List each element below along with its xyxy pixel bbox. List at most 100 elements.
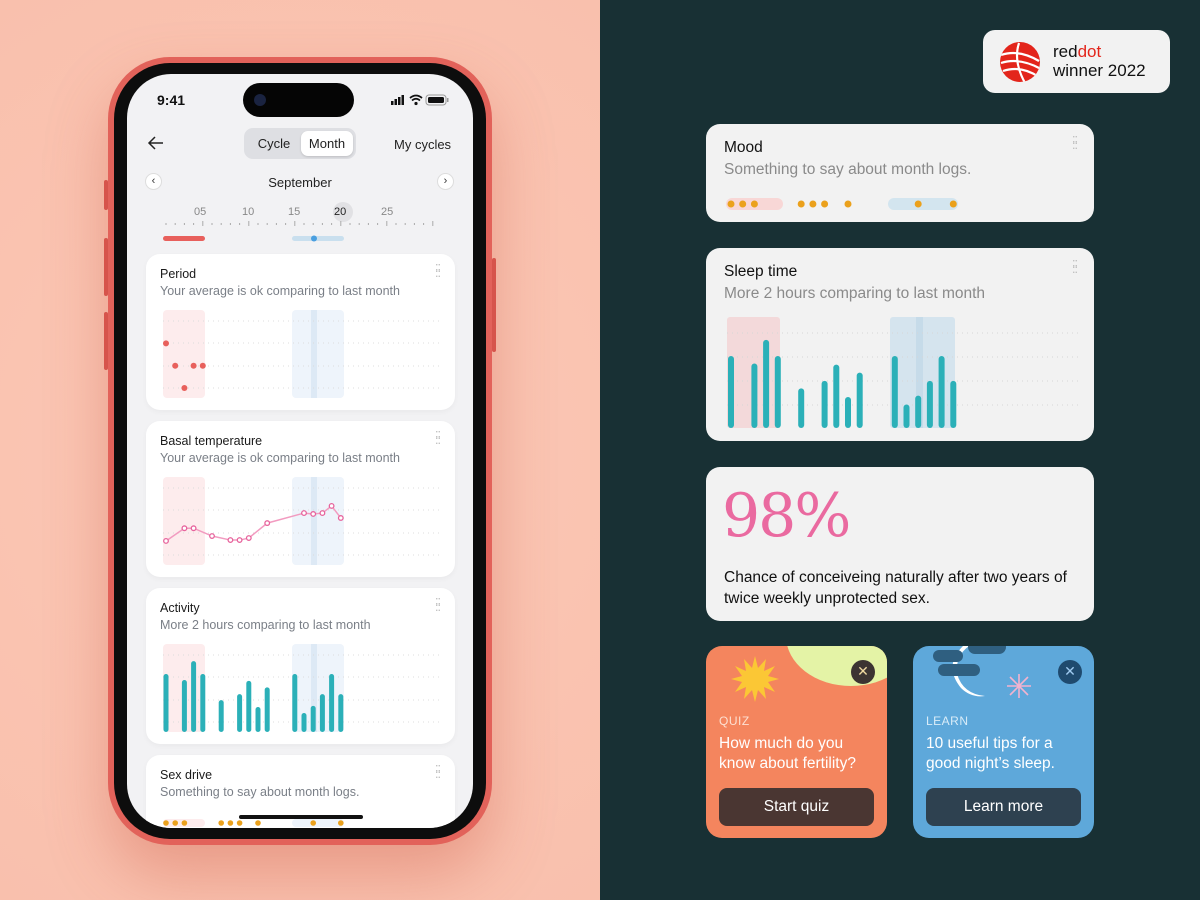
timeline-tick (321, 223, 323, 225)
period-point (172, 362, 179, 369)
temperature-point (236, 537, 243, 544)
activity-bar (338, 694, 344, 732)
timeline-tick (239, 223, 241, 225)
activity-bar (246, 680, 252, 732)
my-cycles-link[interactable]: My cycles (394, 137, 452, 152)
activity-bar (200, 674, 206, 732)
drag-handle-icon[interactable]: ⁚⁚ ⁚⁚ (1072, 259, 1078, 276)
drag-handle-icon[interactable]: ⁚⁚ ⁚⁚ (435, 597, 441, 614)
ovulation-stripe (916, 317, 923, 428)
timeline-tick (202, 221, 204, 226)
fertile-shade (292, 644, 344, 732)
activity-bar (191, 661, 197, 732)
card-subtitle: More 2 hours comparing to last month (160, 618, 371, 632)
sleep-bar (915, 395, 922, 428)
temperature-point (264, 520, 271, 527)
timeline-tick (331, 223, 333, 225)
back-arrow-icon[interactable] (147, 135, 165, 151)
drag-handle-icon[interactable]: ⁚⁚ ⁚⁚ (1072, 135, 1078, 152)
wifi-icon (409, 94, 423, 106)
sex-drive-point (181, 820, 188, 826)
mood-point (739, 200, 747, 208)
activity-card[interactable]: Activity More 2 hours comparing to last … (146, 588, 455, 744)
drag-handle-icon[interactable]: ⁚⁚ ⁚⁚ (435, 430, 441, 447)
sleep-bar (821, 380, 828, 428)
moon-clouds-illustration (933, 646, 1006, 697)
temperature-point (328, 502, 335, 509)
activity-bar (319, 694, 325, 732)
fertile-shade (888, 198, 958, 210)
period-point (163, 340, 169, 347)
ovulation-stripe (311, 644, 317, 732)
phone-power-button (492, 258, 496, 352)
sleep-bar (751, 363, 758, 428)
mood-point (844, 200, 852, 208)
timeline-tick (303, 223, 305, 225)
period-card[interactable]: Period Your average is ok comparing to l… (146, 254, 455, 410)
tick-label: 25 (381, 206, 394, 218)
sex-drive-point (218, 820, 224, 826)
period-chart (163, 310, 443, 398)
activity-bar (310, 705, 316, 732)
timeline-tick (220, 223, 222, 225)
fertile-range-bar (292, 236, 344, 241)
drag-handle-icon[interactable]: ⁚⁚ ⁚⁚ (435, 764, 441, 781)
sleep-bar (903, 404, 910, 428)
tick-label: 10 (242, 206, 255, 218)
segment-month[interactable]: Month (301, 131, 353, 156)
temperature-point (319, 510, 326, 517)
temperature-point (245, 535, 252, 542)
temperature-point (209, 533, 215, 539)
award-brand: reddot (1053, 42, 1101, 62)
period-point (190, 362, 197, 369)
drag-handle-icon[interactable]: ⁚⁚ ⁚⁚ (435, 263, 441, 280)
card-title: Mood (724, 139, 763, 156)
learn-more-button[interactable]: Learn more (926, 788, 1081, 826)
dynamic-island (243, 83, 354, 117)
segment-cycle[interactable]: Cycle (257, 136, 291, 151)
stat-value: 98% (722, 481, 851, 551)
timeline-tick (248, 221, 250, 226)
next-month-button[interactable]: › (437, 173, 454, 190)
fertile-shade (292, 477, 344, 565)
sleep-bar (833, 364, 840, 428)
day-timeline[interactable] (127, 219, 473, 249)
sleep-time-card[interactable]: Sleep time More 2 hours comparing to las… (706, 248, 1094, 441)
signal-icon (391, 95, 404, 105)
quiz-card[interactable]: ✕ QUIZ How much do you know about fertil… (706, 646, 887, 838)
temperature-point (190, 525, 197, 532)
prev-month-button[interactable]: ‹ (145, 173, 162, 190)
basal-temperature-card[interactable]: Basal temperature Your average is ok com… (146, 421, 455, 577)
ovulation-stripe (311, 477, 317, 565)
mood-chart (726, 198, 958, 210)
mood-point (821, 200, 829, 208)
sex-drive-point (338, 820, 344, 826)
timeline-tick (358, 223, 360, 225)
stat-text: Chance of conceiveing naturally after tw… (724, 569, 1067, 607)
card-title: Sex drive (160, 768, 213, 782)
mood-card[interactable]: Mood Something to say about month logs. … (706, 124, 1094, 222)
period-shade (163, 310, 205, 398)
timeline-tick (349, 223, 351, 225)
timeline-tick (395, 223, 397, 225)
start-quiz-button[interactable]: Start quiz (719, 788, 874, 826)
timeline-tick (413, 223, 415, 225)
mood-point (809, 200, 817, 208)
ovulation-stripe (311, 310, 317, 398)
timeline-tick (193, 223, 195, 225)
battery-icon (425, 94, 449, 106)
timeline-tick (211, 223, 213, 225)
sleep-bar (798, 388, 805, 428)
sleep-bar (763, 339, 770, 428)
activity-bar (255, 707, 261, 732)
tick-label: 15 (288, 206, 301, 218)
close-quiz-button[interactable]: ✕ (851, 660, 875, 684)
sleep-bar (774, 355, 781, 428)
sex-drive-point (255, 820, 261, 826)
close-learn-button[interactable]: ✕ (1058, 660, 1082, 684)
learn-card[interactable]: ✕ LEARN 10 useful tips for a good night’… (913, 646, 1094, 838)
temperature-point (310, 511, 317, 517)
tick-label-selected: 20 (334, 206, 347, 218)
phone-screen: 9:41 Cycle Month My cycles ‹ September ›… (127, 74, 473, 828)
sleep-bar (926, 380, 933, 428)
